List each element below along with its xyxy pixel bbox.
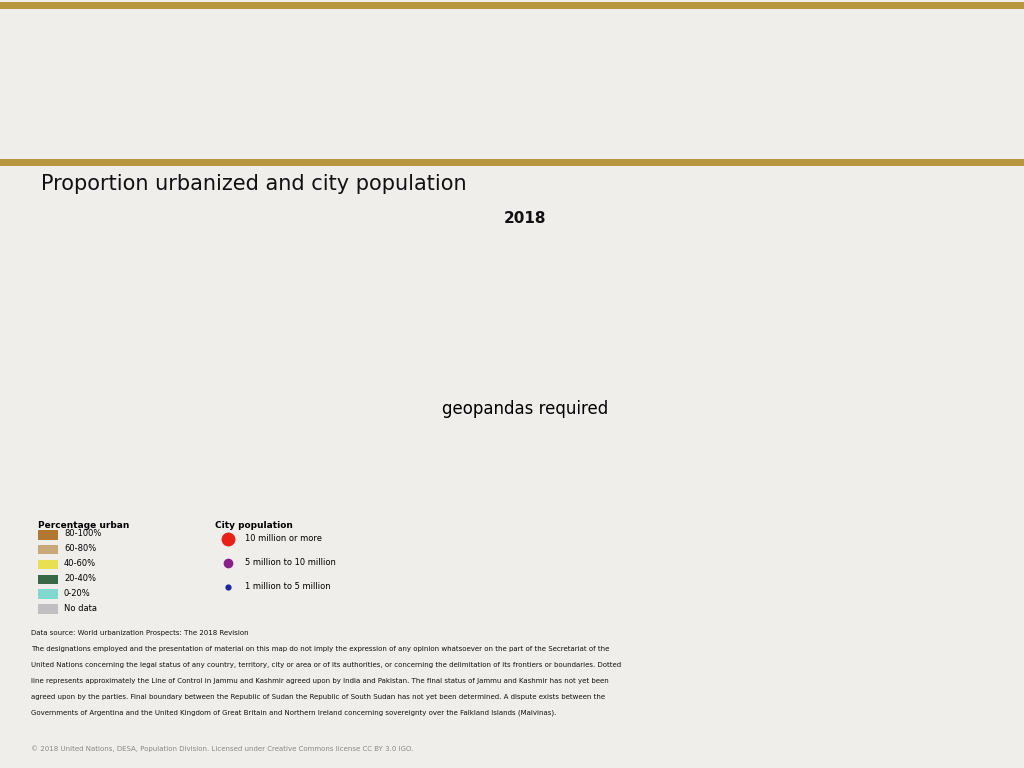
Text: Percentage urban: Percentage urban (38, 521, 129, 530)
Text: geopandas required: geopandas required (441, 400, 608, 418)
Text: 40-60%: 40-60% (63, 559, 96, 568)
Text: agreed upon by the parties. Final boundary between the Republic of Sudan the Rep: agreed upon by the parties. Final bounda… (31, 694, 605, 700)
Text: No data: No data (63, 604, 97, 613)
Text: 80-100%: 80-100% (63, 529, 101, 538)
Text: Data source: World urbanization Prospects: The 2018 Revision: Data source: World urbanization Prospect… (31, 630, 249, 636)
Text: 0-20%: 0-20% (63, 589, 91, 598)
Text: 60-80%: 60-80% (63, 545, 96, 553)
Bar (38, 530, 58, 539)
Bar (38, 560, 58, 569)
Text: The designations employed and the presentation of material on this map do not im: The designations employed and the presen… (31, 646, 609, 652)
Text: 1 million to 5 million: 1 million to 5 million (245, 582, 330, 591)
Bar (38, 590, 58, 599)
Text: line represents approximately the Line of Control in Jammu and Kashmir agreed up: line represents approximately the Line o… (31, 677, 608, 684)
Bar (38, 545, 58, 554)
Text: 10 million or more: 10 million or more (245, 534, 322, 543)
Text: 20-40%: 20-40% (63, 574, 96, 583)
Text: 5 million to 10 million: 5 million to 10 million (245, 558, 336, 567)
Text: City population: City population (215, 521, 293, 530)
Bar (38, 604, 58, 614)
Text: United Nations concerning the legal status of any country, territory, city or ar: United Nations concerning the legal stat… (31, 662, 621, 667)
Text: Governments of Argentina and the United Kingdom of Great Britain and Northern Ir: Governments of Argentina and the United … (31, 710, 556, 716)
Text: 2018: 2018 (504, 210, 546, 226)
Bar (38, 574, 58, 584)
Text: Proportion urbanized and city population: Proportion urbanized and city population (41, 174, 467, 194)
Text: © 2018 United Nations, DESA, Population Division. Licensed under Creative Common: © 2018 United Nations, DESA, Population … (31, 746, 413, 752)
